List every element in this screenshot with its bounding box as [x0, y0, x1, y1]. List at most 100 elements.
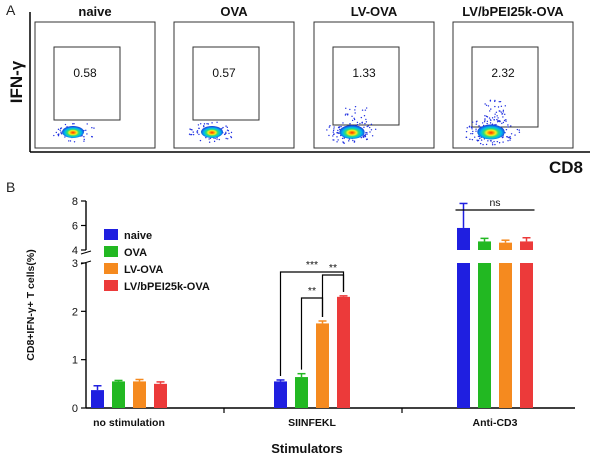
legend-label: naive — [124, 230, 152, 242]
facs-event-dot — [507, 124, 509, 126]
facs-event-dot — [225, 137, 227, 140]
y-tick-label: 1 — [72, 355, 78, 367]
y-tick-label: 0 — [72, 403, 78, 415]
y-tick-label: 8 — [72, 196, 78, 208]
facs-plot-title: OVA — [220, 4, 248, 19]
facs-event-dot — [370, 123, 373, 126]
facs-event-dot — [369, 126, 371, 129]
facs-event-dot — [471, 132, 474, 135]
facs-event-dot — [337, 129, 339, 132]
facs-event-dot — [501, 122, 503, 125]
facs-event-dot — [199, 139, 202, 142]
bar — [499, 242, 512, 250]
facs-event-dot — [502, 109, 505, 112]
facs-event-dot — [333, 139, 335, 141]
bar — [457, 227, 470, 250]
facs-event-dot — [505, 119, 507, 121]
facs-event-dot — [499, 100, 502, 103]
chart-y-axis-label: CD8+IFN-γ+ T cells(%) — [25, 249, 37, 360]
facs-plot: LV/bPEI25k-OVA 2.32 — [452, 4, 574, 149]
facs-event-dot — [472, 130, 474, 133]
significance-label: ** — [329, 262, 337, 274]
facs-event-dot — [363, 115, 366, 117]
facs-event-dot — [497, 119, 499, 122]
legend-label: LV/bPEI25k-OVA — [124, 281, 210, 293]
bar — [520, 263, 533, 408]
facs-event-dot — [491, 117, 494, 119]
facs-event-dot — [502, 141, 504, 143]
axis-break-mark — [80, 250, 92, 255]
facs-gate — [192, 46, 260, 121]
facs-event-dot — [481, 122, 484, 124]
facs-event-dot — [93, 127, 95, 129]
facs-event-dot — [474, 136, 476, 138]
facs-event-dot — [352, 139, 354, 142]
facs-event-dot — [338, 126, 340, 128]
panel-b-label: B — [6, 179, 15, 195]
facs-event-dot — [496, 121, 499, 123]
facs-event-dot — [490, 140, 492, 142]
bar — [457, 263, 470, 408]
facs-event-dot — [332, 135, 334, 137]
facs-event-dot — [218, 138, 221, 141]
facs-event-dot — [340, 125, 342, 128]
facs-event-dot — [493, 119, 495, 121]
facs-event-dot — [230, 135, 232, 138]
facs-event-dot — [479, 142, 482, 145]
facs-event-dot — [518, 129, 520, 131]
legend-label: LV-OVA — [124, 264, 163, 276]
facs-event-dot — [337, 132, 339, 135]
facs-event-dot — [69, 140, 72, 142]
facs-event-dot — [494, 143, 496, 146]
facs-event-dot — [328, 134, 330, 137]
facs-event-dot — [483, 121, 486, 123]
facs-event-dot — [226, 129, 229, 131]
facs-event-dot — [55, 131, 58, 134]
facs-event-dot — [480, 139, 483, 141]
facs-event-dot — [486, 120, 489, 123]
chart-x-axis-label: Stimulators — [271, 441, 343, 456]
facs-event-dot — [506, 136, 509, 138]
facs-event-dot — [484, 103, 486, 105]
facs-event-dot — [469, 138, 471, 141]
bar — [316, 323, 329, 408]
facs-plot-frame — [452, 21, 574, 149]
facs-event-dot — [196, 132, 199, 134]
facs-event-dot — [501, 113, 504, 115]
facs-event-dot — [196, 131, 198, 133]
facs-event-dot — [490, 108, 492, 110]
facs-gate — [471, 46, 539, 128]
legend-swatch — [104, 263, 118, 274]
facs-event-dot — [73, 123, 75, 125]
facs-event-dot — [208, 138, 210, 140]
facs-event-dot — [364, 135, 367, 138]
facs-plot-title: LV/bPEI25k-OVA — [462, 4, 564, 19]
facs-event-dot — [507, 126, 509, 128]
facs-gate — [332, 46, 400, 126]
facs-event-dot — [349, 123, 351, 125]
facs-event-dot — [495, 123, 497, 126]
facs-event-dot — [504, 113, 506, 116]
facs-event-dot — [359, 122, 361, 125]
facs-event-dot — [57, 128, 60, 131]
facs-event-dot — [496, 118, 498, 121]
facs-event-dot — [329, 125, 331, 127]
facs-event-dot — [213, 140, 216, 143]
facs-event-dot — [487, 140, 489, 142]
facs-event-dot — [465, 136, 467, 139]
facs-event-dot — [199, 123, 202, 125]
facs-event-dot — [366, 125, 368, 128]
significance-label: *** — [306, 259, 318, 271]
facs-event-dot — [341, 137, 344, 140]
facs-event-dot — [364, 133, 366, 135]
facs-event-dot — [498, 142, 501, 144]
facs-event-dot — [365, 138, 368, 141]
facs-event-dot — [86, 123, 88, 125]
facs-plot: LV-OVA 1.33 — [313, 4, 435, 149]
facs-event-dot — [471, 138, 474, 141]
facs-density-blob — [201, 126, 223, 138]
facs-event-dot — [485, 115, 488, 118]
facs-event-dot — [484, 119, 486, 121]
facs-plot-title: LV-OVA — [351, 4, 398, 19]
